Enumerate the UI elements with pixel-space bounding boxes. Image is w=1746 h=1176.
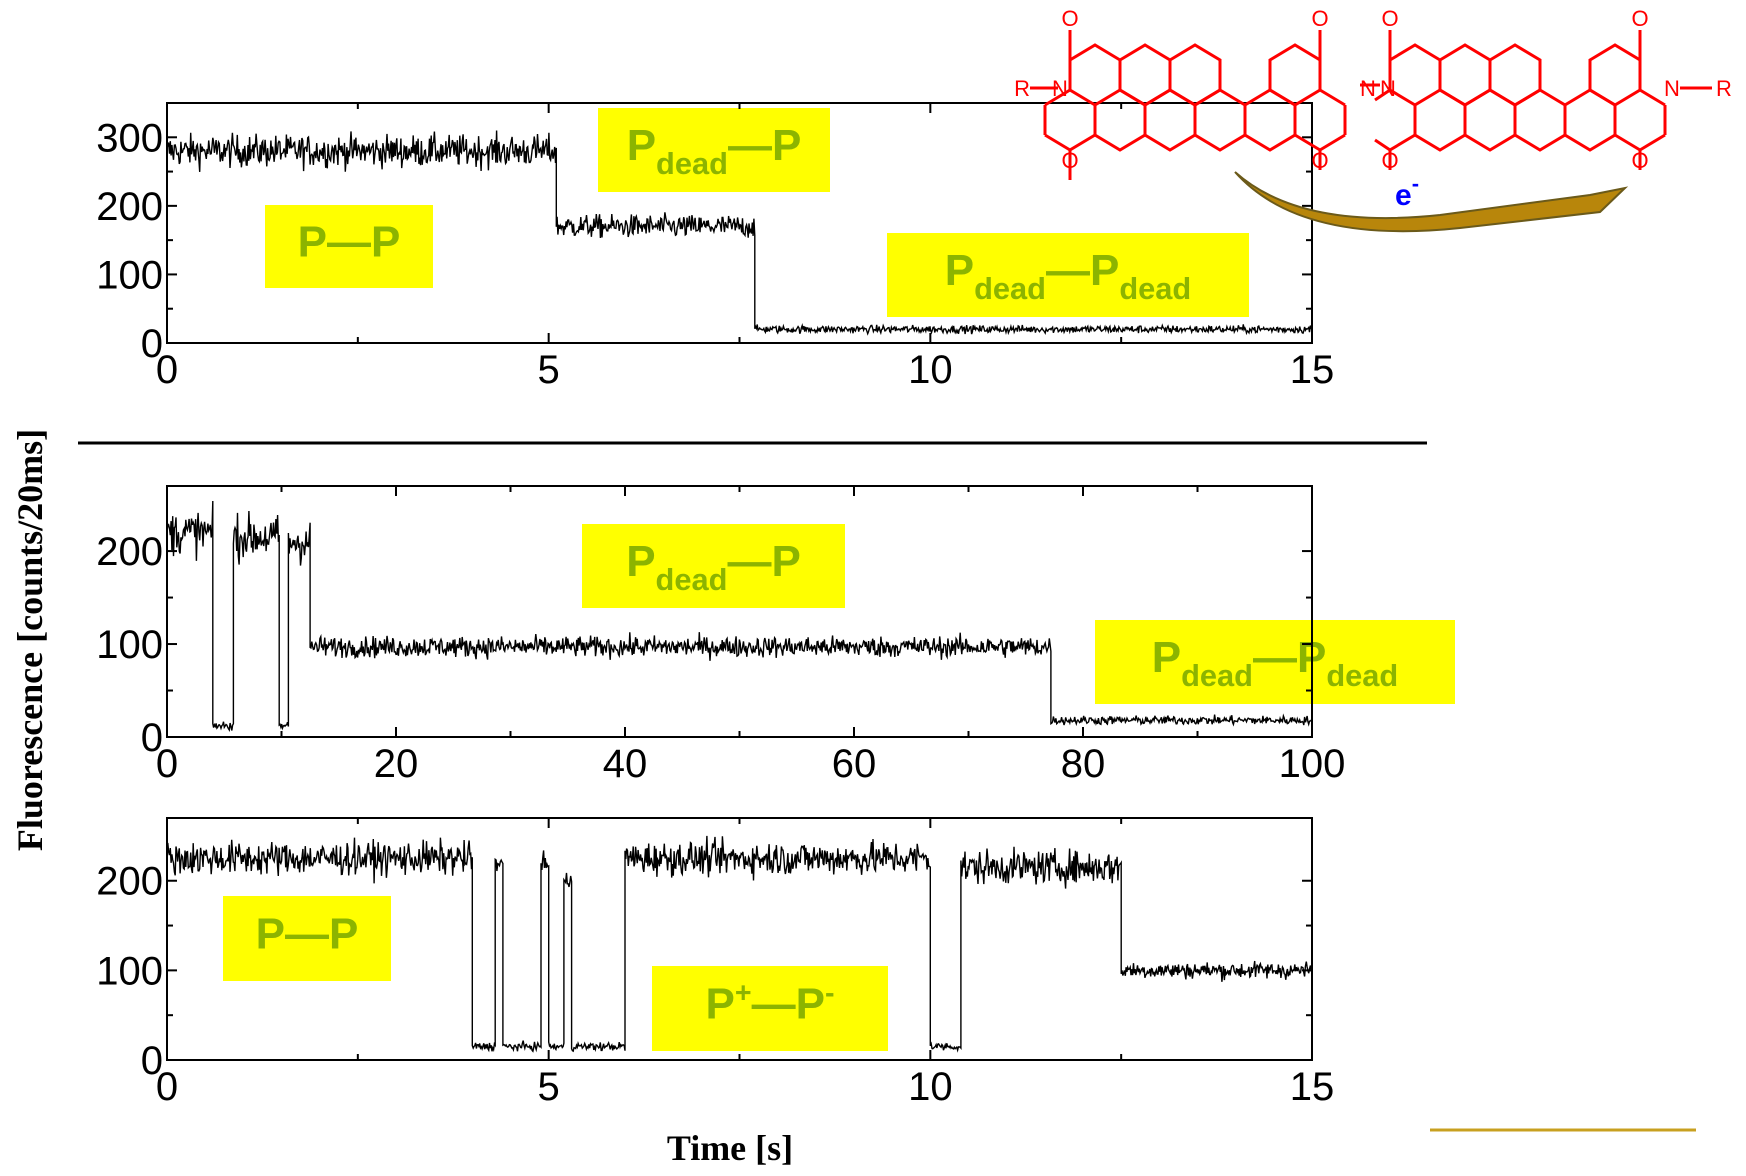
electron-label: e- (1395, 171, 1419, 212)
y-tick-label: 0 (141, 322, 163, 366)
state-label: P—P (256, 910, 359, 959)
y-tick-label: 200 (96, 530, 163, 574)
x-tick-label: 5 (538, 348, 560, 392)
x-tick-label: 40 (603, 742, 648, 786)
atom-o: O (1381, 6, 1398, 31)
state-label: P+—P- (706, 978, 835, 1029)
ring (1463, 88, 1517, 152)
fluorescence-trace (166, 500, 1313, 732)
ring (1563, 88, 1617, 152)
state-label: Pdead—Pdead (1152, 633, 1399, 693)
state-label-box (265, 205, 433, 288)
x-tick-label: 0 (156, 348, 178, 392)
y-tick-label: 100 (96, 623, 163, 667)
x-tick-label: 0 (156, 742, 178, 786)
ring (1143, 88, 1197, 152)
state-label: P—P (298, 217, 401, 266)
atom-n: N (1664, 76, 1680, 101)
x-tick-label: 100 (1279, 742, 1346, 786)
state-label-box (652, 966, 888, 1051)
atom-o: O (1311, 6, 1328, 31)
x-tick-label: 0 (156, 1065, 178, 1109)
state-label-box (887, 233, 1249, 317)
state-label-box (223, 896, 391, 981)
fluorescence-trace (166, 130, 1313, 336)
chart-panel-3: P—P P+—P- 0 5 10 15 0 100 200 (96, 817, 1335, 1109)
ring (1243, 88, 1297, 152)
x-tick-label: 5 (538, 1065, 560, 1109)
atom-o: O (1311, 148, 1328, 173)
x-tick-label: 80 (1061, 742, 1106, 786)
y-tick-label: 0 (141, 1039, 163, 1083)
ring (1193, 88, 1247, 152)
y-tick-label: 200 (96, 185, 163, 229)
atom-o: O (1381, 148, 1398, 173)
ring (1513, 88, 1567, 152)
x-tick-label: 15 (1290, 348, 1335, 392)
atom-n: N (1360, 76, 1376, 101)
state-label: Pdead—P (626, 537, 801, 597)
x-tick-label: 15 (1290, 1065, 1335, 1109)
state-label-box (582, 524, 845, 608)
electron-transfer-arrow (1234, 171, 1629, 233)
y-tick-label: 200 (96, 860, 163, 904)
y-tick-label: 300 (96, 116, 163, 160)
y-tick-label: 100 (96, 949, 163, 993)
x-tick-label: 20 (374, 742, 419, 786)
chart-panel-2: Pdead—P Pdead—Pdead 0 20 40 60 80 100 0 100 200 (96, 485, 1455, 786)
ring (1413, 88, 1467, 152)
atom-o: O (1061, 6, 1078, 31)
atom-r-right: R (1716, 76, 1732, 101)
perylene-dimer-structure: R N N N N R O O O O O O O O e- (1014, 6, 1732, 233)
x-tick-label: 10 (908, 1065, 953, 1109)
atom-r-left: R (1014, 76, 1030, 101)
atom-o: O (1631, 6, 1648, 31)
atom-n: N (1380, 76, 1396, 101)
ring (1093, 88, 1147, 152)
atom-o: O (1631, 148, 1648, 173)
x-tick-label: 60 (832, 742, 877, 786)
atom-o: O (1061, 148, 1078, 173)
y-tick-label: 100 (96, 253, 163, 297)
atom-n: N (1052, 76, 1068, 101)
state-label-box (1095, 620, 1455, 704)
chart-panel-1: P—P Pdead—P Pdead—Pdead 0 5 10 15 0 100 200 300 (96, 102, 1335, 392)
y-axis-title: Fluorescence [counts/20ms] (10, 429, 50, 851)
state-label: Pdead—Pdead (945, 246, 1192, 306)
x-axis-title: Time [s] (667, 1128, 793, 1168)
state-label: Pdead—P (627, 121, 802, 181)
state-label-box (598, 108, 830, 192)
x-tick-label: 10 (908, 348, 953, 392)
fluorescence-trace (166, 835, 1313, 1053)
y-tick-label: 0 (141, 716, 163, 760)
